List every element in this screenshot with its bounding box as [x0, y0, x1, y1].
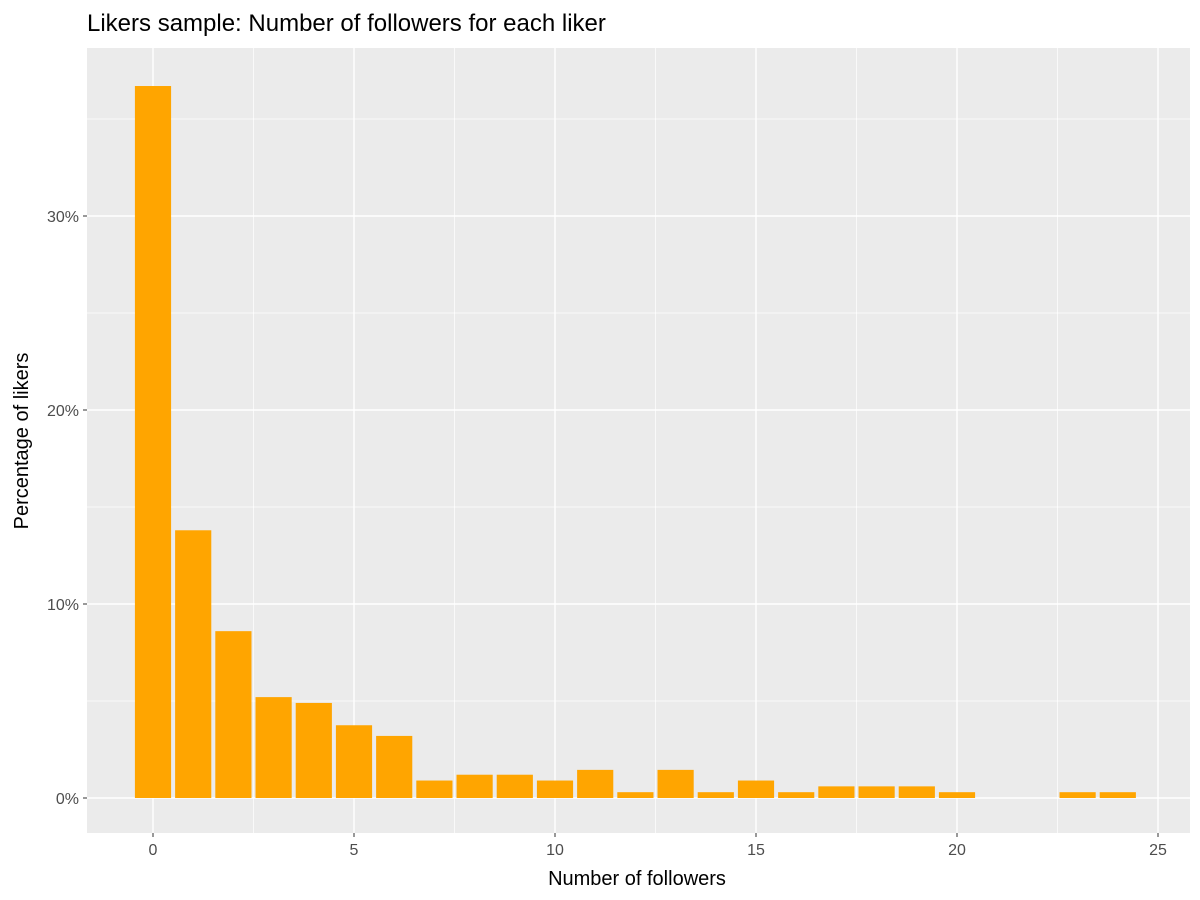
bar — [697, 792, 734, 798]
bar — [577, 769, 614, 798]
bar — [898, 786, 935, 798]
bar — [175, 530, 212, 798]
bar — [1059, 792, 1096, 798]
y-axis: 0% 10% 20% 30% — [47, 209, 87, 808]
x-tick-label: 5 — [350, 842, 359, 859]
x-tick-label: 20 — [948, 842, 966, 859]
x-axis-title: Number of followers — [548, 868, 726, 890]
x-tick-label: 25 — [1149, 842, 1167, 859]
bar — [938, 792, 976, 798]
bar — [778, 792, 815, 798]
bar — [456, 774, 493, 798]
bar — [255, 697, 292, 798]
chart-title: Likers sample: Number of followers for e… — [87, 10, 606, 37]
bar — [215, 631, 252, 798]
y-axis-title: Percentage of likers — [11, 353, 33, 530]
plot-panel — [87, 48, 1190, 833]
y-tick-label: 20% — [47, 403, 79, 420]
bar — [496, 774, 533, 798]
bar — [617, 792, 654, 798]
x-tick-label: 10 — [546, 842, 564, 859]
x-tick-label: 0 — [149, 842, 158, 859]
bar — [416, 780, 453, 798]
bar — [818, 786, 855, 798]
bar — [1099, 792, 1136, 798]
x-axis: 0 5 10 15 20 25 — [149, 833, 1167, 859]
bars — [134, 86, 1136, 798]
bar — [657, 769, 694, 798]
bar — [858, 786, 895, 798]
y-tick-label: 30% — [47, 209, 79, 226]
x-tick-label: 15 — [747, 842, 765, 859]
bar — [536, 780, 574, 798]
bar — [737, 780, 775, 798]
bar — [134, 86, 172, 798]
y-tick-label: 10% — [47, 597, 79, 614]
bar — [295, 702, 332, 798]
bar — [335, 725, 373, 798]
bar — [376, 735, 413, 798]
y-tick-label: 0% — [56, 791, 79, 808]
